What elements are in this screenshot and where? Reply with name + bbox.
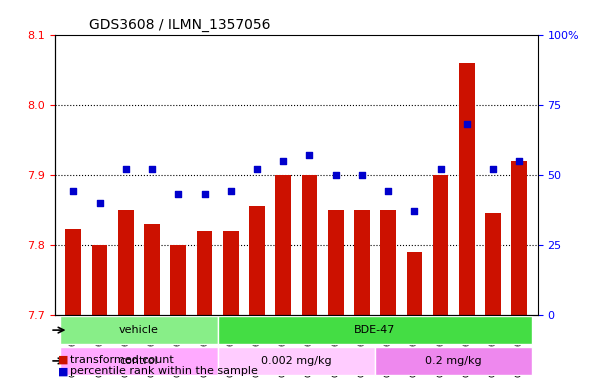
Point [252,166,262,172]
Bar [380,210,396,315]
Point [147,166,157,172]
Point [462,121,472,127]
Point [383,189,393,195]
Text: vehicle: vehicle [119,325,159,335]
Bar [249,206,265,315]
Bar [485,213,501,315]
Point [436,166,445,172]
Bar [459,63,475,315]
Point [331,172,340,178]
Bar [354,210,370,315]
Bar [406,252,422,315]
Point [95,200,104,206]
Point [409,208,419,214]
Text: control: control [120,356,158,366]
Point [304,152,314,158]
Point [200,191,210,197]
Bar [218,347,375,375]
Bar [118,210,134,315]
Bar [65,228,81,315]
Text: GDS3608 / ILMN_1357056: GDS3608 / ILMN_1357056 [89,18,270,32]
Text: 0.2 mg/kg: 0.2 mg/kg [425,356,482,366]
Text: ■: ■ [58,366,68,376]
Bar [218,316,532,344]
Bar [511,161,527,315]
Bar [302,175,317,315]
Bar [92,245,108,315]
Point [121,166,131,172]
Text: percentile rank within the sample: percentile rank within the sample [70,366,258,376]
Point [68,189,78,195]
Bar [223,231,239,315]
Bar [170,245,186,315]
Bar [60,347,218,375]
Point [279,157,288,164]
Bar [60,316,218,344]
Bar [433,175,448,315]
Text: ■: ■ [58,355,68,365]
Text: BDE-47: BDE-47 [354,325,396,335]
Bar [197,231,213,315]
Point [357,172,367,178]
Point [514,157,524,164]
Bar [144,223,160,315]
Bar [276,175,291,315]
Text: transformed count: transformed count [70,355,174,365]
Text: 0.002 mg/kg: 0.002 mg/kg [261,356,332,366]
Point [226,189,236,195]
Point [174,191,183,197]
Point [488,166,498,172]
Bar [328,210,343,315]
Bar [375,347,532,375]
